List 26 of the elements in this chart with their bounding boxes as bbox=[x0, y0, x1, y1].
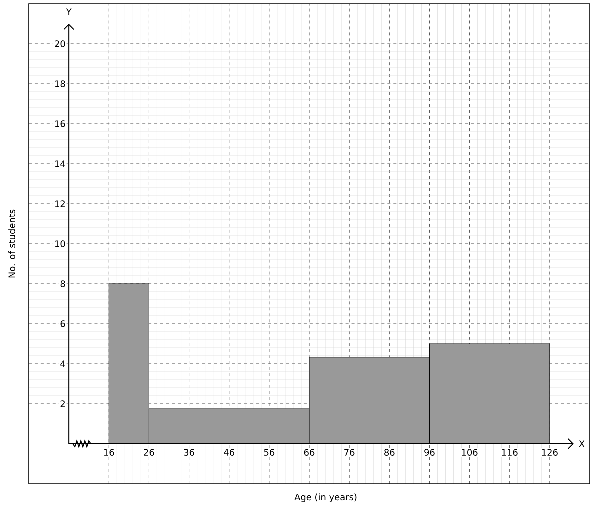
x-tick-label: 36 bbox=[184, 449, 194, 456]
x-tick-label: 96 bbox=[424, 449, 435, 456]
x-tick-label: 26 bbox=[144, 449, 154, 456]
x-axis-title: Age (in years) bbox=[294, 494, 357, 502]
y-tick-label: 12 bbox=[55, 200, 65, 208]
x-tick-label: 86 bbox=[384, 449, 395, 456]
x-tick-label: 106 bbox=[462, 449, 478, 456]
y-axis-title: No. of students bbox=[8, 210, 16, 278]
y-tick-label: 16 bbox=[55, 120, 66, 128]
y-tick-label: 2 bbox=[60, 400, 65, 408]
x-tick-label: 66 bbox=[304, 449, 315, 456]
y-tick-label: 18 bbox=[55, 80, 66, 88]
annotation: Y bbox=[66, 8, 72, 16]
y-tick-label: 14 bbox=[55, 160, 66, 168]
y-tick-label: 20 bbox=[55, 40, 66, 48]
x-tick-label: 116 bbox=[502, 449, 518, 456]
x-tick-label: 46 bbox=[224, 449, 234, 456]
annotation: X bbox=[579, 440, 585, 448]
y-tick-label: 8 bbox=[60, 280, 66, 288]
x-tick-label: 56 bbox=[264, 449, 275, 456]
x-tick-label: 76 bbox=[344, 449, 355, 456]
x-tick-label: 126 bbox=[542, 449, 558, 456]
y-tick-label: 6 bbox=[60, 320, 66, 328]
x-tick-label: 16 bbox=[104, 449, 114, 456]
y-tick-label: 4 bbox=[60, 360, 66, 368]
y-tick-label: 10 bbox=[55, 240, 66, 248]
